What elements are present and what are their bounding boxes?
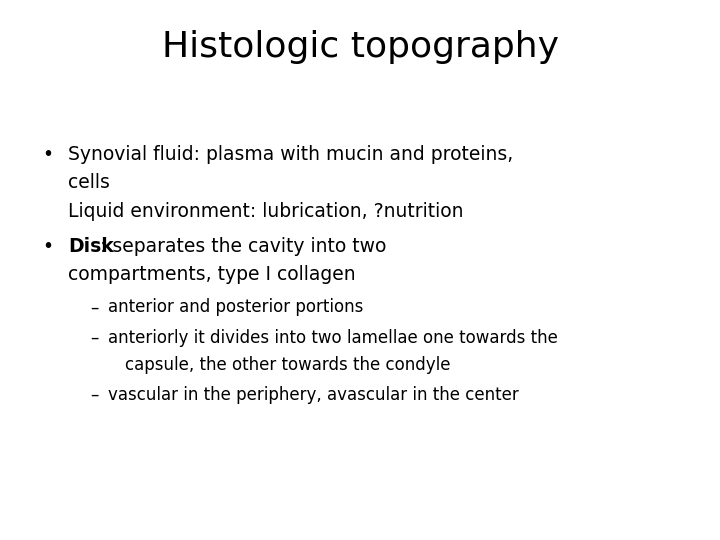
Text: cells: cells: [68, 173, 110, 192]
Text: Liquid environment: lubrication, ?nutrition: Liquid environment: lubrication, ?nutrit…: [68, 202, 464, 221]
Text: Synovial fluid: plasma with mucin and proteins,: Synovial fluid: plasma with mucin and pr…: [68, 145, 513, 164]
Text: capsule, the other towards the condyle: capsule, the other towards the condyle: [125, 355, 451, 374]
Text: vascular in the periphery, avascular in the center: vascular in the periphery, avascular in …: [108, 386, 518, 404]
Text: –: –: [90, 299, 99, 316]
Text: compartments, type I collagen: compartments, type I collagen: [68, 265, 356, 284]
Text: anterior and posterior portions: anterior and posterior portions: [108, 299, 364, 316]
Text: •: •: [42, 145, 53, 164]
Text: anteriorly it divides into two lamellae one towards the: anteriorly it divides into two lamellae …: [108, 329, 558, 347]
Text: Disk: Disk: [68, 237, 114, 255]
Text: –: –: [90, 386, 99, 404]
Text: : separates the cavity into two: : separates the cavity into two: [101, 237, 387, 255]
Text: Histologic topography: Histologic topography: [161, 30, 559, 64]
Text: –: –: [90, 329, 99, 347]
Text: •: •: [42, 237, 53, 255]
